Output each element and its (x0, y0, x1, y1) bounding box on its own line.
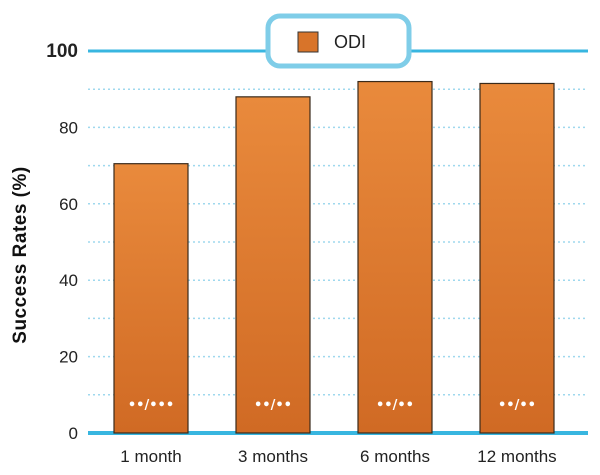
y-tick-label: 0 (69, 424, 78, 443)
bar (357, 80, 433, 434)
bar-count-label: ••/•• (254, 398, 292, 413)
legend: ODI (265, 13, 412, 69)
legend-box (265, 13, 412, 69)
legend-swatch (297, 31, 319, 53)
y-tick-label: 100 (46, 41, 78, 62)
bar (479, 82, 555, 434)
y-tick-label: 80 (59, 118, 78, 137)
x-category-label: 12 months (477, 447, 556, 466)
x-category-label: 6 months (360, 447, 430, 466)
y-tick-label: 20 (59, 348, 78, 367)
legend-label: ODI (334, 32, 366, 52)
y-tick-label: 60 (59, 195, 78, 214)
bar-count-label: ••/••• (128, 398, 174, 413)
y-axis-label: Success Rates (%) (10, 166, 31, 343)
bar (113, 163, 189, 434)
x-category-labels: 1 month 3 months 6 months 12 months (120, 447, 556, 466)
bars: ••/••• ••/•• ••/•• ••/•• (113, 80, 555, 434)
bar-count-label: ••/•• (498, 398, 536, 413)
y-tick-labels: 0 20 40 60 80 100 (46, 41, 78, 443)
bar (235, 96, 311, 434)
y-tick-label: 40 (59, 271, 78, 290)
x-category-label: 1 month (120, 447, 181, 466)
bar-count-label: ••/•• (376, 398, 414, 413)
x-category-label: 3 months (238, 447, 308, 466)
